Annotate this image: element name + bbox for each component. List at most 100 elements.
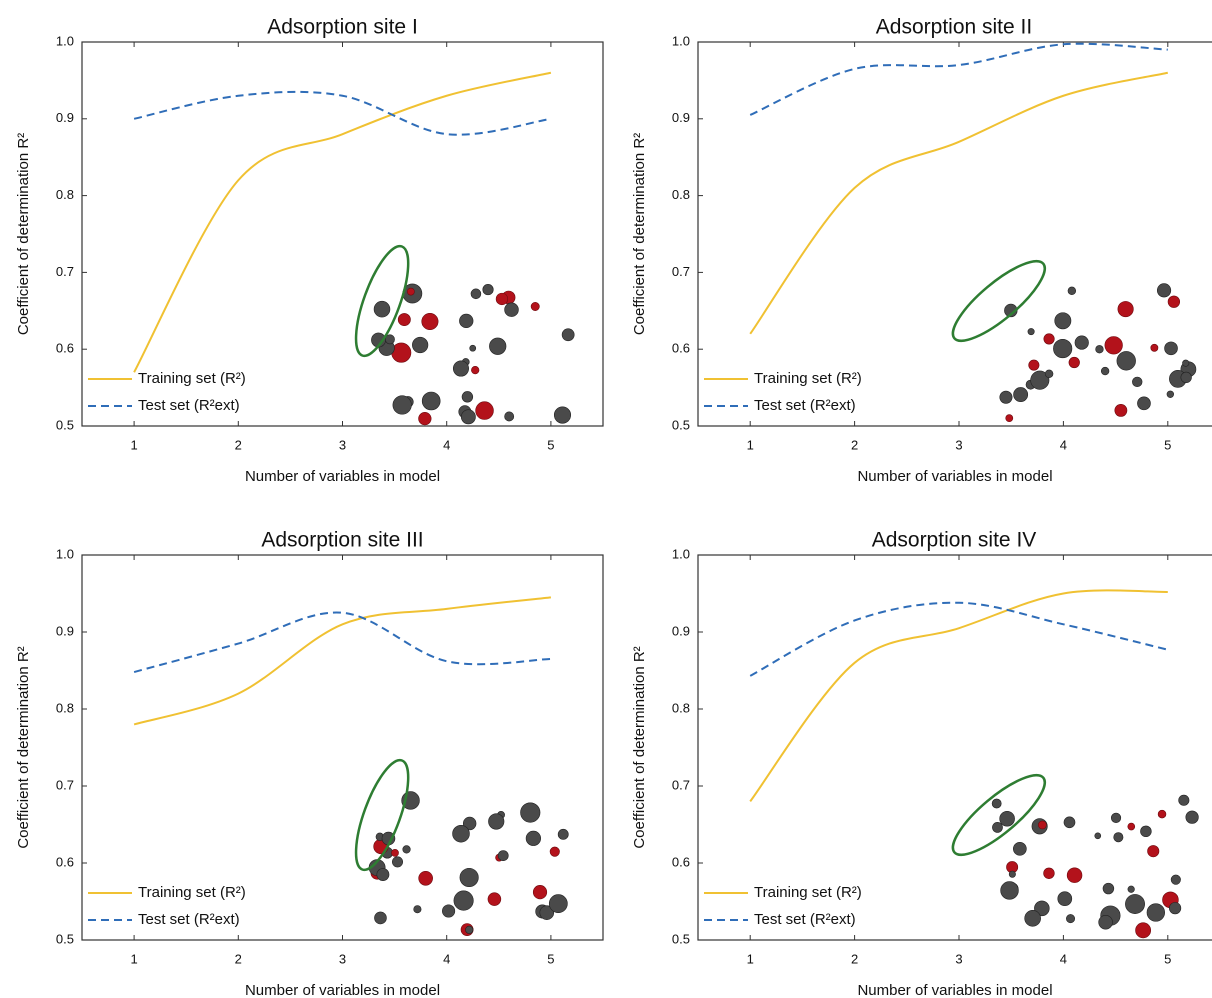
molecule-atom [1118, 301, 1133, 316]
molecule-atom [1158, 810, 1166, 818]
molecule-atom [1068, 287, 1076, 295]
x-tick-label: 3 [339, 437, 346, 452]
molecule-atom [442, 905, 455, 918]
molecule-illustration [943, 764, 1199, 938]
molecule-atom [1099, 915, 1113, 929]
y-tick-label: 0.6 [56, 341, 74, 356]
line-series [750, 603, 1168, 676]
y-axis-label: Coefficient of determination R² [15, 646, 32, 848]
molecule-atom [1000, 391, 1012, 403]
y-tick-label: 0.6 [672, 341, 690, 356]
molecule-atom [992, 799, 1001, 808]
y-tick-label: 0.9 [56, 110, 74, 125]
molecule-atom [1186, 811, 1199, 824]
molecule-atom [1075, 336, 1089, 350]
line-series [750, 590, 1168, 801]
y-tick-label: 0.8 [56, 187, 74, 202]
molecule-atom [454, 891, 473, 910]
molecule-atom [1103, 883, 1114, 894]
legend-label: Training set (R²) [138, 884, 246, 901]
molecule-atom [460, 868, 478, 886]
x-tick-label: 1 [747, 951, 754, 966]
molecule-atom [419, 412, 432, 425]
x-tick-label: 1 [130, 437, 137, 452]
molecule-atom [465, 926, 472, 933]
line-series [134, 73, 551, 373]
molecule-atom [526, 831, 541, 846]
molecule-atom [505, 303, 519, 317]
line-series [750, 73, 1168, 334]
molecule-atom [1128, 886, 1135, 893]
x-tick-label: 3 [955, 951, 962, 966]
x-tick-label: 3 [955, 437, 962, 452]
y-tick-label: 0.8 [56, 700, 74, 715]
figure: Adsorption site INumber of variables in … [0, 0, 1212, 998]
x-tick-label: 5 [547, 437, 554, 452]
y-tick-label: 0.7 [672, 264, 690, 279]
molecule-atom [461, 410, 475, 424]
molecule-atom [1167, 391, 1174, 398]
molecule-illustration [345, 754, 568, 935]
molecule-atom [412, 337, 428, 353]
molecule-atom [1114, 833, 1123, 842]
molecule-atom [1055, 313, 1071, 329]
plot-frame [698, 555, 1212, 940]
molecule-atom [1009, 871, 1015, 877]
x-axis-label: Number of variables in model [857, 468, 1052, 485]
molecule-atom [533, 885, 547, 899]
y-axis-label: Coefficient of determination R² [631, 133, 648, 335]
molecule-atom [496, 293, 508, 305]
molecule-atom [1148, 845, 1159, 856]
x-tick-label: 4 [443, 437, 450, 452]
molecule-atom [1136, 923, 1151, 938]
line-series [134, 92, 551, 135]
legend-label: Training set (R²) [754, 884, 862, 901]
molecule-atom [393, 396, 412, 415]
molecule-atom [1179, 795, 1189, 805]
y-tick-label: 0.9 [672, 110, 690, 125]
molecule-atom [1111, 813, 1121, 823]
molecule-atom [1132, 377, 1142, 387]
molecule-atom [462, 391, 473, 402]
molecule-atom [374, 301, 390, 317]
molecule-atom [1101, 367, 1109, 375]
molecule-atom [398, 313, 410, 325]
molecule-atom [419, 871, 433, 885]
legend-label: Training set (R²) [754, 370, 862, 387]
y-tick-label: 0.5 [672, 417, 690, 432]
molecule-atom [374, 912, 386, 924]
line-series [134, 612, 551, 672]
molecule-atom [1157, 284, 1171, 298]
x-axis-label: Number of variables in model [245, 468, 440, 485]
molecule-atom [1168, 296, 1180, 308]
molecule-atom [476, 402, 494, 420]
y-tick-label: 1.0 [672, 546, 690, 561]
molecule-atom [549, 895, 567, 913]
x-tick-label: 1 [130, 951, 137, 966]
molecule-atom [407, 288, 414, 295]
legend-label: Training set (R²) [138, 370, 246, 387]
molecule-atom [1105, 336, 1123, 354]
y-tick-label: 1.0 [672, 33, 690, 48]
molecule-atom [471, 366, 479, 374]
molecule-atom [1125, 894, 1144, 913]
molecule-atom [392, 857, 402, 867]
highlight-ellipse [943, 764, 1055, 866]
y-tick-label: 0.6 [672, 854, 690, 869]
molecule-atom [1028, 328, 1034, 334]
y-axis-label: Coefficient of determination R² [631, 646, 648, 848]
molecule-atom [1014, 387, 1028, 401]
chart-title: Adsorption site IV [872, 529, 1037, 552]
molecule-atom [1117, 351, 1136, 370]
molecule-atom [1066, 914, 1074, 922]
x-tick-label: 4 [443, 951, 450, 966]
molecule-atom [562, 329, 574, 341]
molecule-atom [1000, 811, 1015, 826]
y-tick-label: 0.7 [56, 777, 74, 792]
molecule-atom [470, 345, 476, 351]
molecule-atom [1151, 344, 1158, 351]
legend-label: Test set (R²ext) [138, 397, 240, 414]
line-series [750, 44, 1168, 115]
x-axis-label: Number of variables in model [857, 982, 1052, 998]
